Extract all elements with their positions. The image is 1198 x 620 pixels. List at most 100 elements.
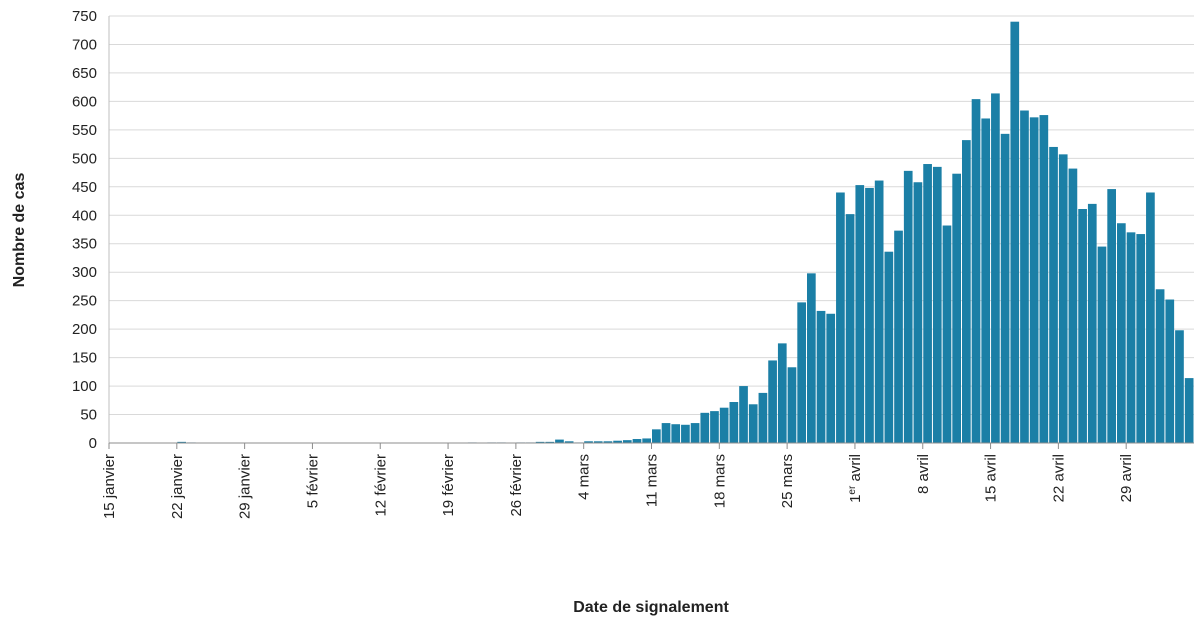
bar [748,404,758,443]
y-tick-label: 500 [72,150,97,167]
bar [671,424,681,443]
y-tick-label: 250 [72,293,97,310]
y-tick-label: 650 [72,65,97,82]
x-tick-label-main: 1 [847,495,864,503]
bar [1184,378,1194,443]
y-tick-label: 350 [72,236,97,253]
x-tick-label-main: 15 janvier [101,454,118,519]
x-tick-label: 5 février [304,454,321,508]
x-tick-label-main: 11 mars [644,454,661,507]
bar [642,438,651,443]
x-tick-label-rest: avril [847,454,864,486]
y-tick-label: 300 [72,264,97,281]
x-tick-label: 15 janvier [101,454,118,519]
bar [836,192,845,443]
bar [874,180,884,443]
x-tick-label: 26 février [508,454,525,517]
bar [942,225,952,443]
y-tick-label: 100 [72,378,97,395]
x-tick-label-main: 19 février [440,454,457,517]
bar [962,140,971,443]
x-tick-label-main: 8 avril [915,454,932,494]
x-tick-label: 19 février [440,454,457,517]
bar [758,392,768,443]
x-tick-label-main: 18 mars [711,454,728,508]
bar [932,166,942,443]
bar [1010,21,1020,444]
bar [1068,168,1078,443]
x-tick-label: 1er avril [847,454,864,503]
bar [177,441,186,443]
y-axis-title: Nombre de cas [11,173,28,288]
bar [603,441,613,443]
bar [710,411,719,443]
bar [816,310,826,443]
bar [652,429,661,443]
x-tick-label-main: 29 janvier [237,454,254,519]
bar [1020,110,1029,443]
bar [913,182,923,443]
bar [681,424,690,443]
bar [971,99,981,443]
bar [1146,192,1155,443]
bar [952,173,961,444]
bar [535,441,545,443]
bar [797,302,806,443]
x-tick-label: 25 mars [779,454,796,508]
bar [807,273,816,443]
bar [1087,203,1097,443]
bar [981,118,991,443]
x-tick-label: 8 avril [915,454,932,494]
y-tick-label: 150 [72,350,97,367]
bar [593,441,603,443]
bar [700,412,710,443]
bar [1039,115,1049,444]
bar [855,185,865,444]
bar [564,441,574,443]
bar [1058,154,1068,443]
bar [1175,330,1184,443]
x-tick-label: 15 avril [983,454,1000,502]
x-tick-label-main: 22 janvier [169,454,186,519]
y-tick-label: 600 [72,93,97,110]
x-tick-label: 22 janvier [169,454,186,519]
bar [555,439,564,443]
y-tick-label: 750 [72,8,97,25]
y-tick-label: 200 [72,321,97,338]
bar [884,251,894,443]
bar [1000,133,1010,444]
y-tick-labels: 0 50 100 150 200 250 300 350 400 450 500 550 600 650 7… [72,8,97,452]
x-tick-labels: 15 janvier 22 janvier 29 janvier 5 février 1… [101,454,1135,519]
x-tick-label: 4 mars [576,454,593,500]
x-tick-label-main: 5 février [304,454,321,508]
x-tick-label: 29 avril [1118,454,1135,502]
bar [690,423,700,443]
axes [108,16,1194,449]
bar [1126,232,1136,443]
bar [613,440,622,443]
bar [584,441,593,443]
bar [845,214,855,443]
y-tick-label: 0 [89,435,97,452]
bar [1078,209,1087,443]
bar [1107,189,1116,443]
x-tick-label-main: 26 février [508,454,525,517]
x-tick-label-main: 22 avril [1050,454,1067,502]
bar [1049,146,1058,444]
x-tick-label: 22 avril [1050,454,1067,502]
x-tick-label: 18 mars [711,454,728,508]
bar [1117,223,1126,443]
bar [1097,246,1107,443]
bar [787,367,797,443]
x-tick-label-main: 29 avril [1118,454,1135,502]
bar [826,313,836,443]
x-tick-label: 11 mars [644,454,661,507]
bar [719,407,729,443]
bar [632,439,642,443]
x-tick-label-superscript: er [847,485,858,495]
x-axis-title: Date de signalement [573,599,729,616]
y-tick-label: 450 [72,179,97,196]
x-tick-label: 12 février [372,454,389,517]
bar [1029,117,1039,443]
